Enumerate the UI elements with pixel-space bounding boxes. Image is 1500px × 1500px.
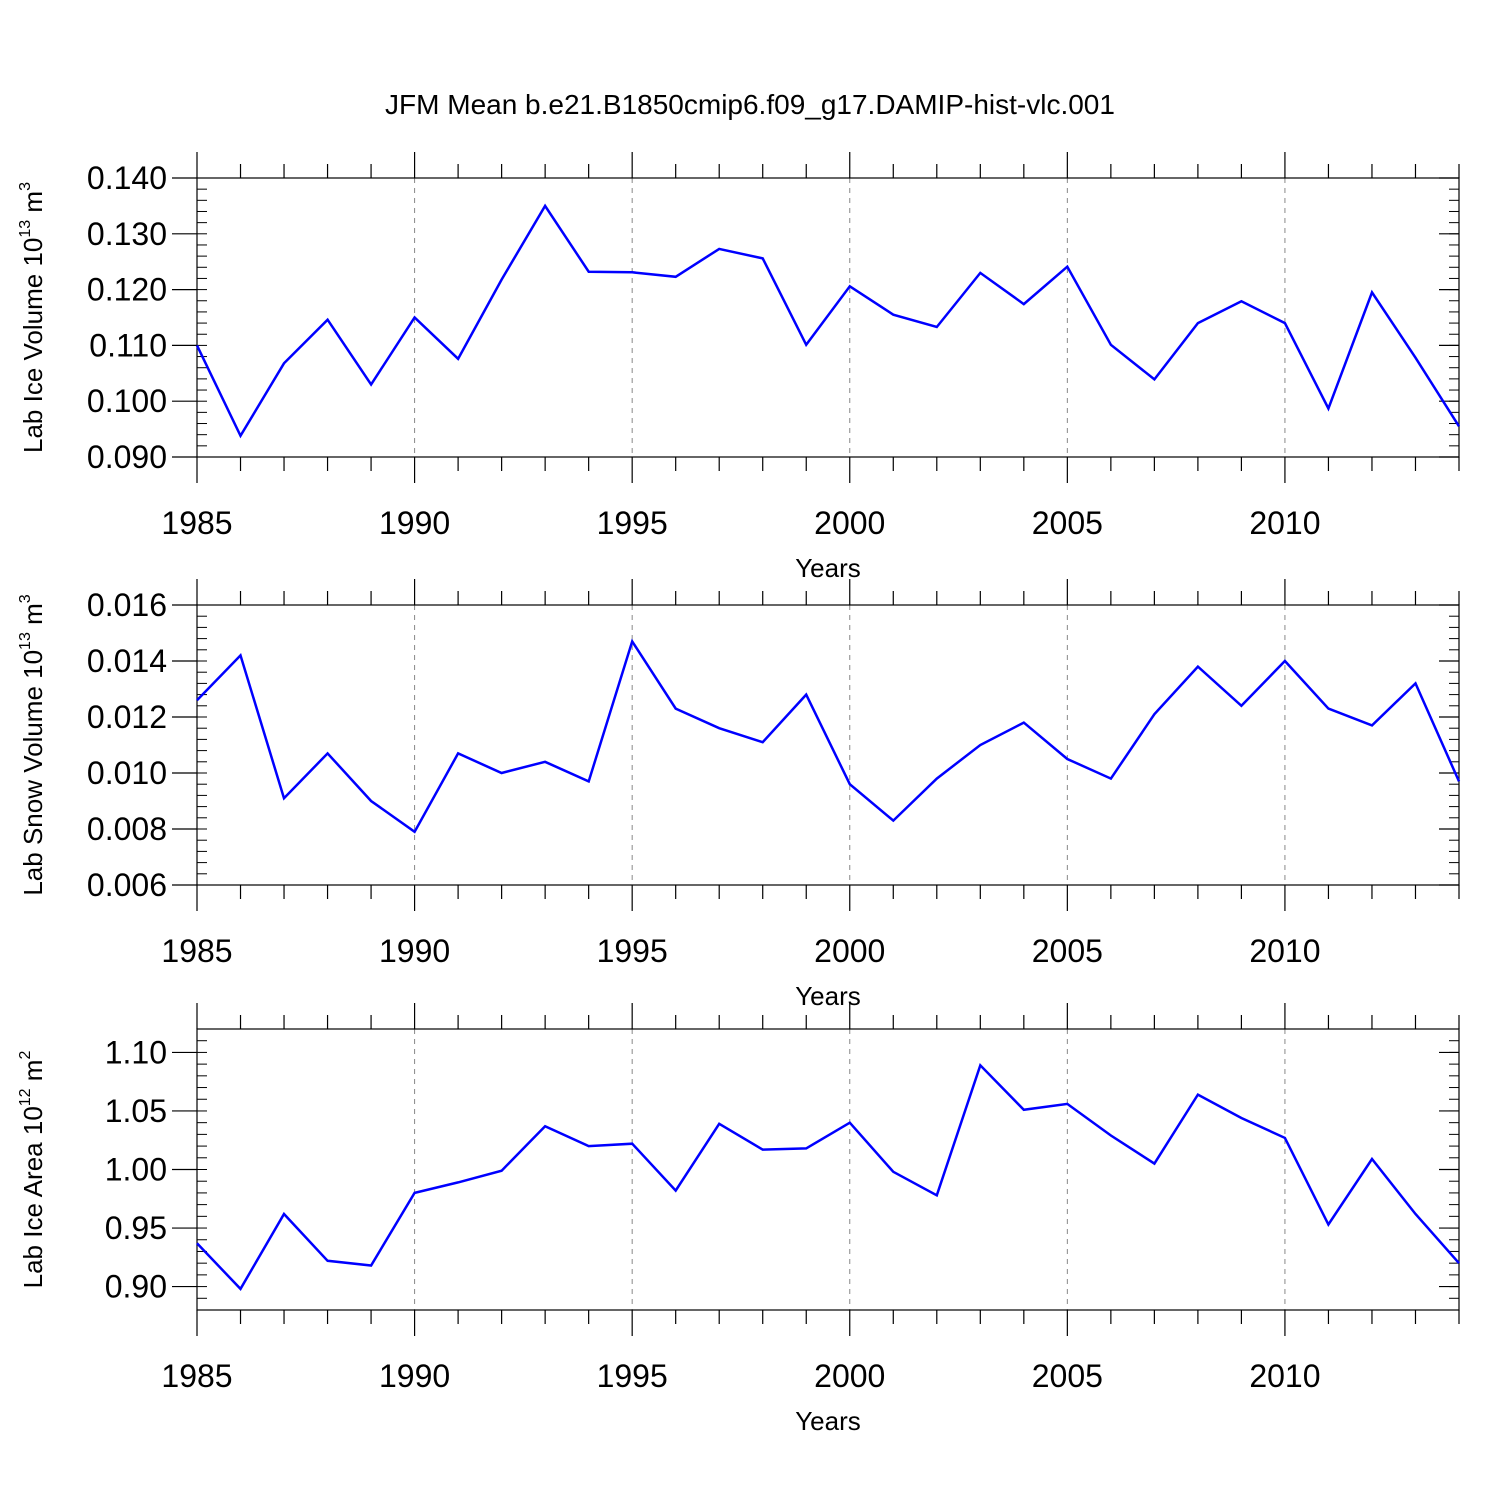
x-axis-label: Years — [795, 1406, 861, 1436]
plot-frame — [196, 604, 1460, 886]
y-axis-label: Lab Ice Area 1012 m2 — [17, 1051, 48, 1289]
y-tick-label: 0.130 — [87, 216, 167, 252]
chart-panel-2: 0.006 0.008 0.010 0.012 0.014 0.016 1985 1990 19… — [17, 579, 1461, 1011]
figure-title: JFM Mean b.e21.B1850cmip6.f09_g17.DAMIP-… — [385, 89, 1115, 120]
y-tick-label: 0.016 — [87, 587, 167, 623]
x-tick-label: 2000 — [814, 505, 885, 541]
x-tick-label: 1995 — [597, 933, 668, 969]
x-tick-label: 2005 — [1032, 1358, 1103, 1394]
y-tick-label: 0.006 — [87, 867, 167, 903]
panels: 0.090 0.100 0.110 0.120 0.130 0.140 1985 1990 19… — [17, 152, 1461, 1436]
data-series-line — [195, 203, 1461, 439]
y-tick-label: 0.95 — [105, 1210, 167, 1246]
y-tick-label: 1.05 — [105, 1093, 167, 1129]
y-tick-label: 0.90 — [105, 1269, 167, 1305]
x-tick-label: 2005 — [1032, 505, 1103, 541]
y-tick-label: 0.012 — [87, 699, 167, 735]
y-tick-label: 0.120 — [87, 272, 167, 308]
data-series-line — [196, 1062, 1460, 1291]
x-tick-label: 2000 — [814, 1358, 885, 1394]
y-tick-label: 0.100 — [87, 383, 167, 419]
x-axis-label: Years — [795, 981, 861, 1011]
x-tick-label: 1985 — [161, 933, 232, 969]
x-tick-label: 2005 — [1032, 933, 1103, 969]
x-tick-label: 1990 — [379, 1358, 450, 1394]
y-tick-label: 0.014 — [87, 643, 167, 679]
x-tick-label: 1990 — [379, 933, 450, 969]
x-tick-label: 2010 — [1249, 505, 1320, 541]
chart-panel-3: 0.90 0.95 1.00 1.05 1.10 1985 1990 1995 2000 2005… — [17, 1003, 1460, 1436]
x-tick-label: 1990 — [379, 505, 450, 541]
y-tick-label: 0.008 — [87, 811, 167, 847]
x-axis-label: Years — [795, 553, 861, 583]
y-tick-label: 0.010 — [87, 755, 167, 791]
x-tick-label: 2000 — [814, 933, 885, 969]
y-tick-label: 1.00 — [105, 1152, 167, 1188]
y-tick-label: 0.090 — [87, 439, 167, 475]
y-tick-label: 1.10 — [105, 1034, 167, 1070]
y-tick-label: 0.110 — [89, 327, 167, 363]
chart-panel-1: 0.090 0.100 0.110 0.120 0.130 0.140 1985 1990 19… — [17, 152, 1461, 583]
x-tick-label: 1985 — [161, 505, 232, 541]
x-tick-label: 2010 — [1249, 1358, 1320, 1394]
data-series-line — [196, 638, 1461, 834]
plot-frame — [196, 1028, 1460, 1311]
y-axis-label: Lab Snow Volume 1013 m3 — [17, 594, 48, 895]
x-tick-label: 1995 — [597, 1358, 668, 1394]
y-tick-label: 0.140 — [87, 160, 167, 196]
x-tick-label: 2010 — [1249, 933, 1320, 969]
x-tick-label: 1985 — [161, 1358, 232, 1394]
plot-frame — [196, 177, 1460, 458]
y-axis-label: Lab Ice Volume 1013 m3 — [17, 182, 48, 453]
x-tick-label: 1995 — [597, 505, 668, 541]
